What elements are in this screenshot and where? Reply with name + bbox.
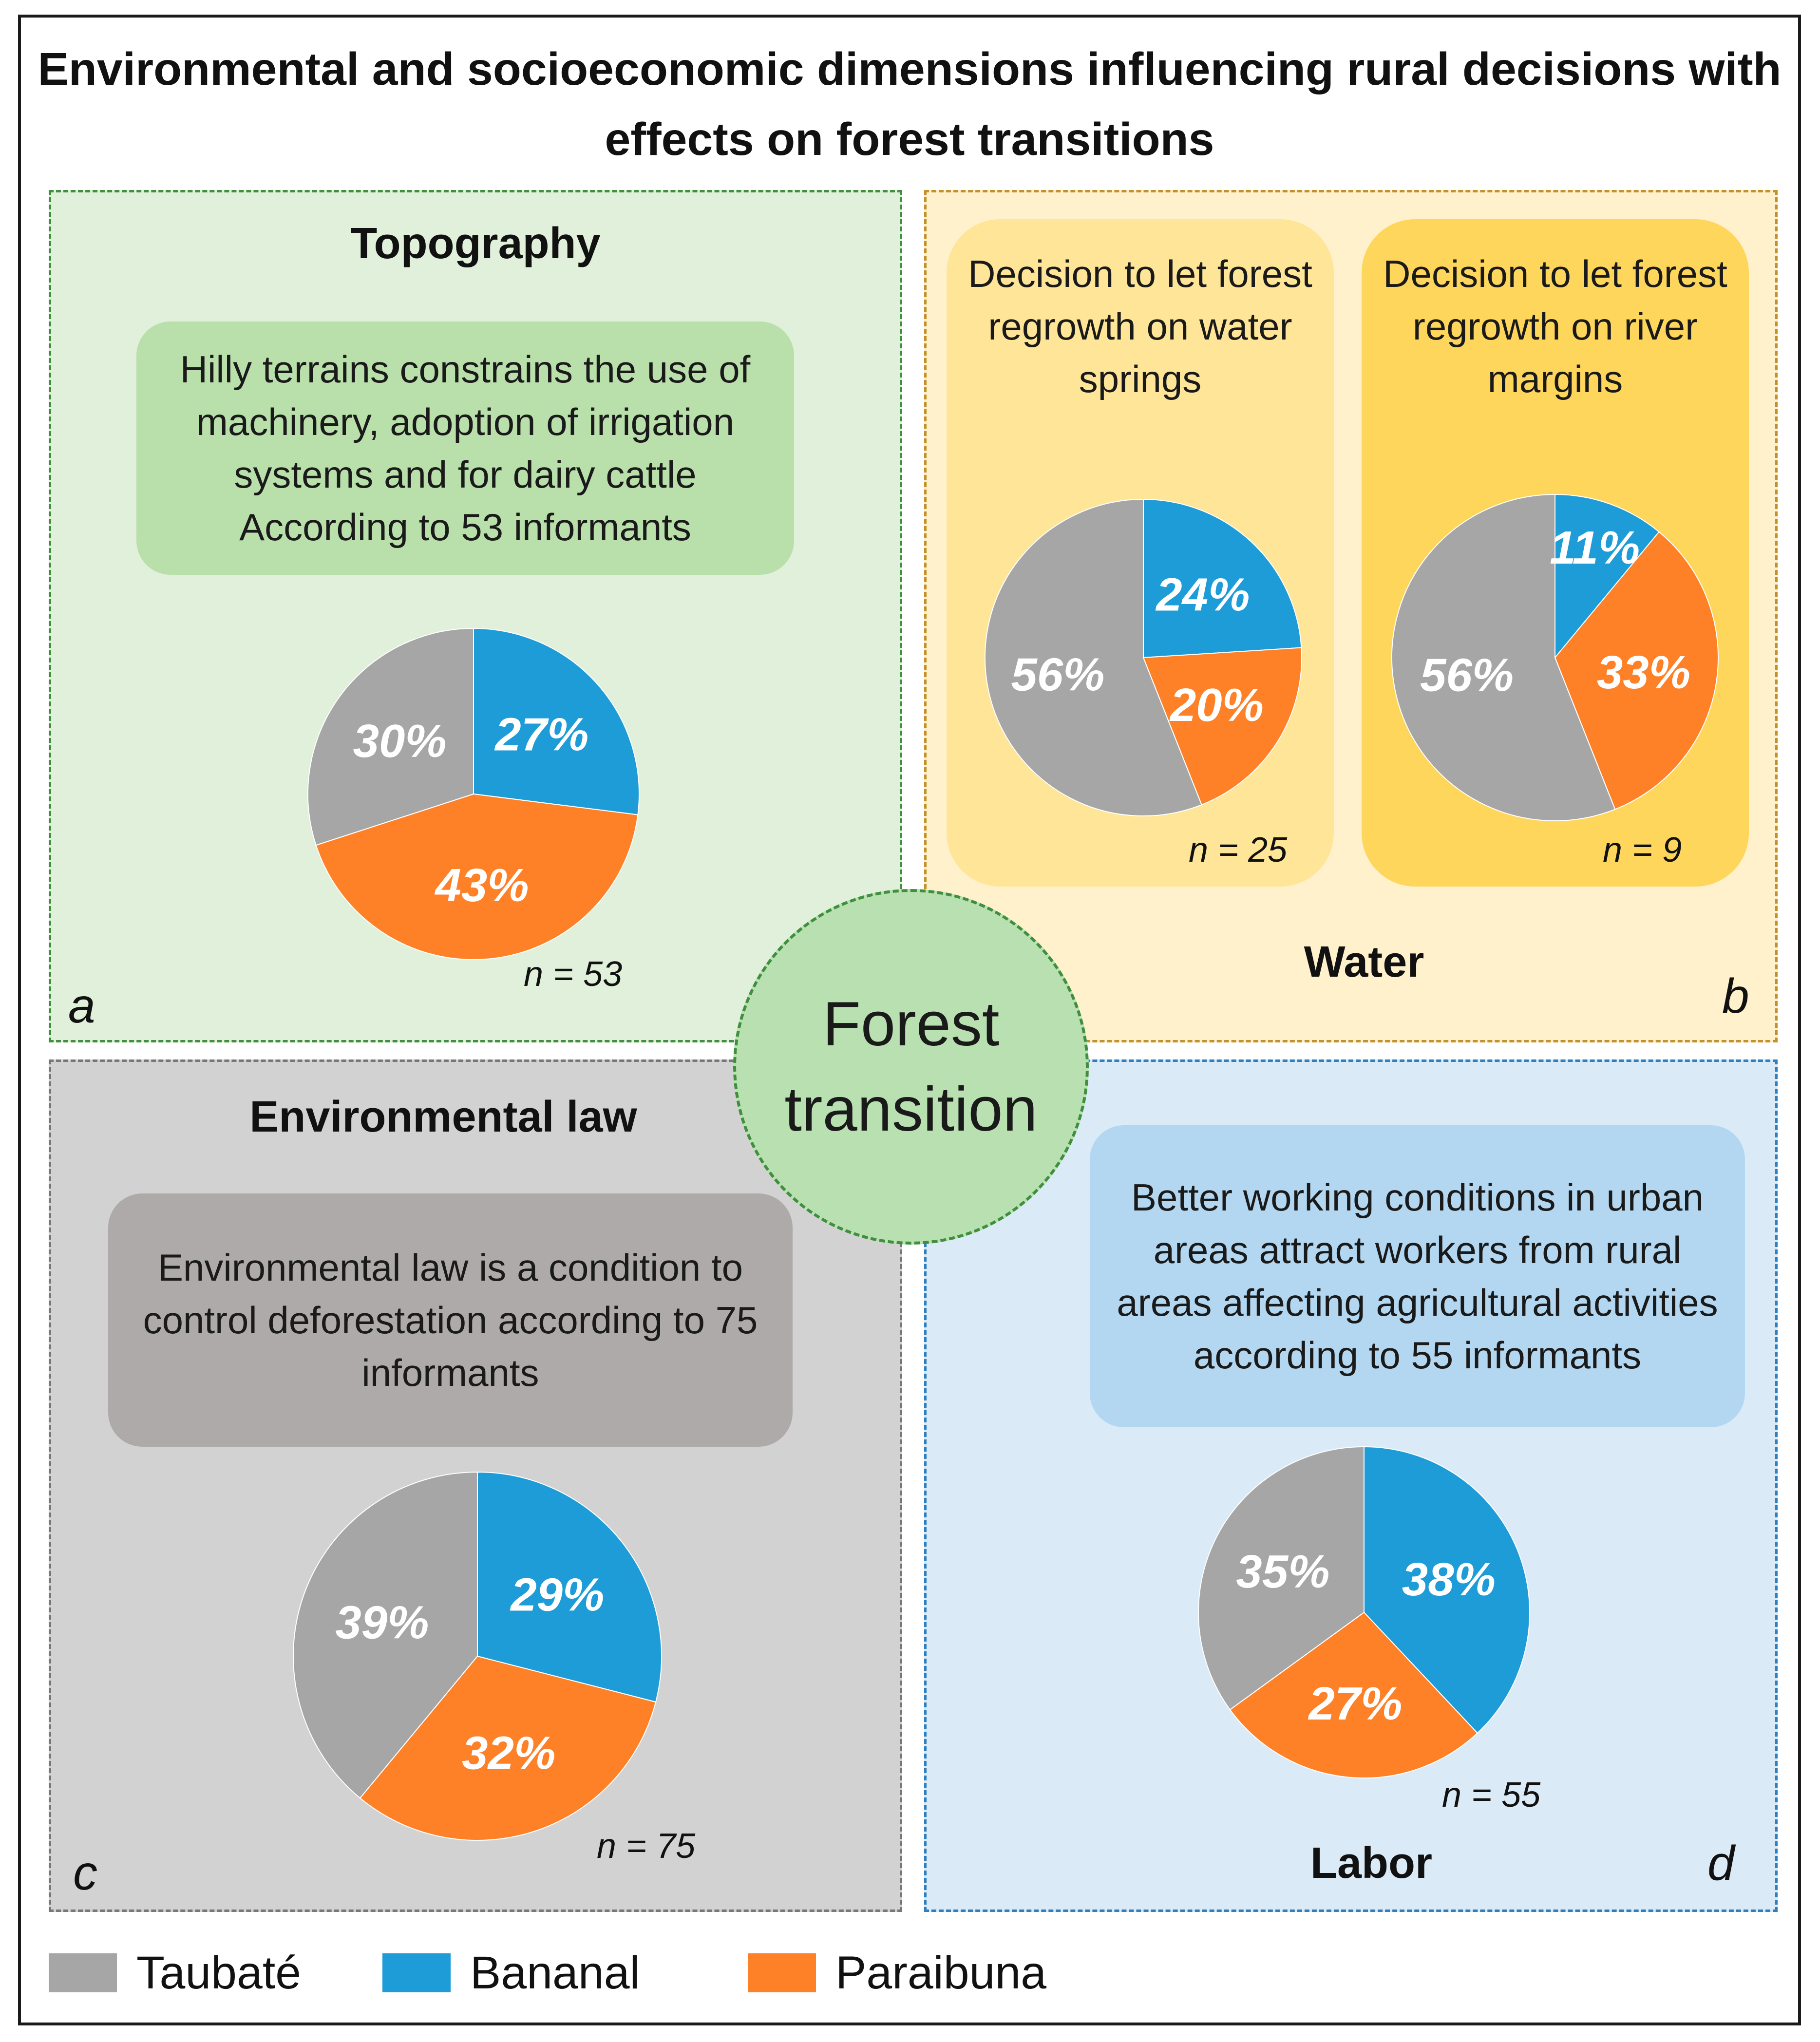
pie-slice-bananal	[1555, 493, 1660, 659]
legend-label-bananal: Bananal	[470, 1947, 640, 1999]
pie-label-paraibuna: 27%	[1308, 1678, 1402, 1730]
panel-c-statement: Environmental law is a condition to cont…	[108, 1193, 793, 1447]
panel-a-statement: Hilly terrains constrains the use of mac…	[136, 321, 794, 575]
pie-slice-taubate	[307, 627, 474, 846]
legend-swatch-bananal	[382, 1953, 451, 1992]
pie-slice-taubate	[293, 1471, 478, 1799]
legend-item-bananal: Bananal	[382, 1944, 640, 2002]
pie-label-paraibuna: 20%	[1169, 679, 1264, 731]
river-margins-statement: Decision to let forest regrowth on river…	[1383, 252, 1727, 400]
figure-title: Environmental and socioeconomic dimensio…	[38, 43, 1782, 165]
water-springs-n: n = 25	[1189, 831, 1288, 870]
pie-label-paraibuna: 43%	[435, 859, 529, 911]
pie-slice-bananal	[477, 1471, 662, 1703]
panel-a-letter: a	[68, 979, 95, 1033]
pie-label-paraibuna: 32%	[462, 1727, 555, 1779]
pie-slice-paraibuna	[1554, 531, 1719, 810]
legend-label-paraibuna: Paraibuna	[835, 1947, 1047, 1999]
pie-label-bananal: 11%	[1550, 522, 1640, 574]
pie-label-bananal: 29%	[510, 1569, 604, 1621]
forest-transition-circle: Forest transition	[733, 889, 1089, 1245]
pie-slice-bananal	[1143, 498, 1302, 659]
pie-slice-bananal	[473, 627, 640, 815]
panel-d-n: n = 55	[1442, 1776, 1541, 1815]
pie-slice-taubate	[1391, 493, 1616, 821]
panel-c-letter: c	[73, 1846, 97, 1900]
pie-label-bananal: 27%	[494, 708, 588, 760]
pie-slice-paraibuna	[359, 1655, 657, 1841]
pie-slice-paraibuna	[315, 793, 639, 961]
legend-item-taubate: Taubaté	[49, 1944, 301, 2002]
legend-label-taubate: Taubaté	[136, 1947, 302, 1999]
pie-label-taubate: 56%	[1420, 649, 1514, 701]
panel-a-heading: Topography	[350, 219, 601, 268]
pie-label-taubate: 39%	[335, 1597, 429, 1649]
panel-b-letter: b	[1722, 969, 1749, 1023]
panel-d-heading: Labor	[1310, 1839, 1432, 1888]
pie-label-taubate: 56%	[1011, 648, 1104, 700]
pie-label-paraibuna: 33%	[1597, 646, 1690, 699]
pie-slice-bananal	[1364, 1446, 1530, 1734]
panel-a-n: n = 53	[524, 955, 623, 994]
pie-slice-taubate	[1197, 1446, 1365, 1711]
water-springs-statement: Decision to let forest regrowth on water…	[968, 252, 1312, 400]
panel-c-n: n = 75	[597, 1827, 696, 1866]
pie-slice-taubate	[985, 498, 1202, 816]
pie-slice-paraibuna	[1142, 647, 1302, 806]
panel-d-letter: d	[1707, 1836, 1735, 1891]
panel-b-heading: Water	[1304, 938, 1424, 986]
pie-label-taubate: 30%	[353, 715, 447, 767]
panel-d-statement: Better working conditions in urban areas…	[1090, 1125, 1745, 1427]
pie-label-taubate: 35%	[1236, 1546, 1329, 1598]
pie-label-bananal: 24%	[1155, 569, 1250, 621]
legend-swatch-taubate	[49, 1953, 117, 1992]
river-margins-n: n = 9	[1603, 831, 1682, 870]
panel-c-heading: Environmental law	[249, 1093, 637, 1141]
pie-slice-paraibuna	[1229, 1611, 1479, 1779]
legend-swatch-paraibuna	[748, 1953, 816, 1992]
pie-label-bananal: 38%	[1402, 1553, 1496, 1606]
legend-item-paraibuna: Paraibuna	[748, 1944, 1046, 2002]
